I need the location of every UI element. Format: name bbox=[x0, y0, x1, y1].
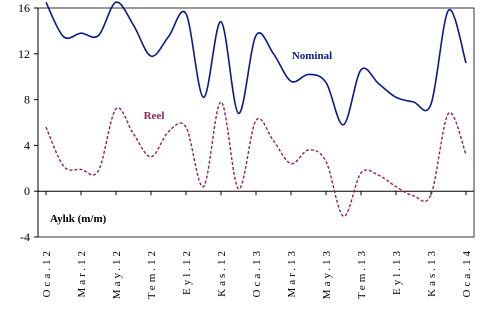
series-layer bbox=[45, 1, 467, 218]
series-line-nominal bbox=[45, 1, 467, 126]
x-tick-label: Mar.13 bbox=[286, 248, 298, 297]
x-tick-label: Oca.13 bbox=[251, 248, 263, 297]
plot-frame bbox=[37, 7, 475, 238]
y-tick-label: -4 bbox=[20, 230, 30, 244]
x-tick-label: Oca.12 bbox=[41, 248, 53, 297]
x-tick-label: Tem.13 bbox=[356, 248, 368, 299]
y-tick-label: 8 bbox=[24, 93, 30, 107]
x-tick-label: Eyl.12 bbox=[181, 248, 193, 295]
series-line-reel bbox=[45, 101, 467, 218]
x-tick-label: Oca.14 bbox=[461, 248, 473, 297]
x-tick-label: May.12 bbox=[111, 248, 123, 299]
y-tick-label: 0 bbox=[24, 184, 30, 198]
x-tick-label: Tem.12 bbox=[146, 248, 158, 299]
y-ticks: -4 0 4 8 12 16 bbox=[18, 1, 474, 244]
x-ticks: Oca.12 Mar.12 May.12 Tem.12 Eyl.12 Kas.12 Oca.… bbox=[41, 191, 473, 299]
series-label-nominal: Nominal bbox=[292, 50, 332, 62]
series-label-reel: Reel bbox=[144, 110, 165, 122]
y-tick-label: 16 bbox=[18, 1, 30, 15]
x-tick-label: Mar.12 bbox=[76, 248, 88, 297]
x-tick-label: Eyl.13 bbox=[391, 248, 403, 295]
chart-annotation: Aylık (m/m) bbox=[50, 213, 107, 225]
y-tick-label: 12 bbox=[18, 47, 30, 61]
x-tick-label: Kas.13 bbox=[426, 248, 438, 297]
labels-layer: Nominal Reel bbox=[144, 50, 333, 122]
y-tick-label: 4 bbox=[24, 138, 30, 152]
x-tick-label: May.13 bbox=[321, 248, 333, 299]
x-tick-label: Kas.12 bbox=[216, 248, 228, 297]
